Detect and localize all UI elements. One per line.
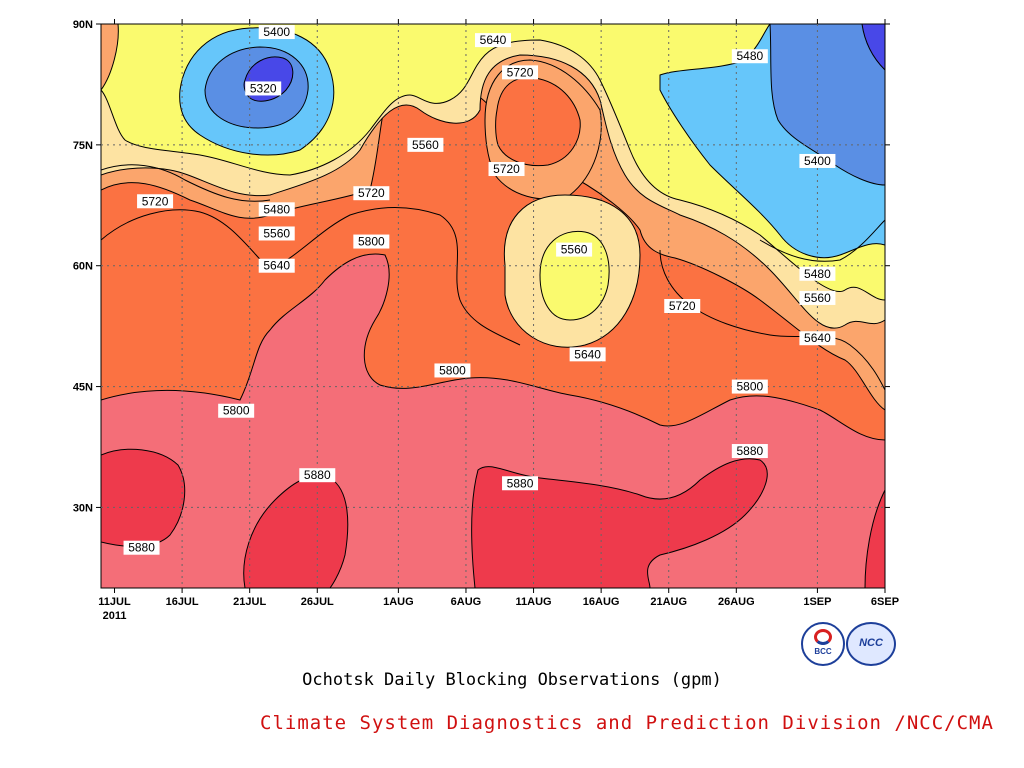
contour-label: 5720 — [358, 186, 385, 200]
x-tick-label: 21AUG — [650, 596, 687, 608]
y-tick-label: 75N — [73, 140, 93, 152]
x-tick-label: 1SEP — [803, 596, 831, 608]
fill-5960-sw — [101, 448, 186, 547]
contour-label-bg — [258, 226, 295, 241]
contour-labels: 5400 5320 5480 5560 5640 5720 5720 5560 5800 5640… — [123, 25, 836, 555]
grid — [101, 24, 885, 588]
contour-label-bg — [299, 468, 336, 483]
contour-label: 5560 — [412, 138, 439, 152]
y-tick-label: 90N — [73, 19, 93, 31]
contour-label: 5560 — [263, 226, 290, 240]
bcc-logo-text: BCC — [814, 647, 832, 656]
fill-5960-aug — [471, 458, 768, 588]
contour-label: 5640 — [480, 33, 507, 47]
fill-5400-ne — [769, 24, 885, 186]
contour-label-bg — [731, 379, 768, 394]
contour-label: 5800 — [736, 380, 763, 394]
x-year-label: 2011 — [103, 610, 127, 622]
contour-label-bg — [475, 33, 511, 48]
chart-title: Ochotsk Daily Blocking Observations (gpm… — [302, 670, 722, 690]
contour-label-bg — [569, 347, 606, 362]
x-tick-label: 11AUG — [516, 596, 552, 608]
fill-5720-edge — [101, 24, 119, 91]
contour-5560-right — [759, 219, 885, 262]
x-tick-label: 26JUL — [301, 596, 334, 608]
contour-label: 5880 — [128, 541, 155, 555]
x-tick-label: 11JUL — [98, 596, 131, 608]
contour-label-bg — [488, 162, 525, 177]
plot-frame — [100, 23, 886, 589]
contour-label-bg — [664, 299, 701, 313]
contour-label: 5400 — [263, 25, 290, 39]
y-tick-label: 45N — [73, 382, 93, 394]
contour-label-bg — [258, 258, 295, 273]
axes: 11JUL 16JUL 21JUL 26JUL 1AUG 6AUG 11AUG 16AUG 21… — [73, 19, 899, 622]
contour-label-bg — [407, 137, 444, 152]
bcc-emblem-icon — [814, 629, 832, 645]
contour-label-bg — [245, 81, 282, 96]
contour-label-bg — [556, 242, 593, 257]
contour-5720-ul — [101, 164, 271, 202]
contour-label: 5560 — [804, 291, 831, 305]
fill-5320-ne — [861, 24, 885, 71]
contour-label: 5640 — [263, 259, 290, 273]
x-tick-label: 21JUL — [233, 596, 266, 608]
contour-label-bg — [502, 65, 539, 80]
contour-label: 5720 — [142, 194, 169, 208]
ncc-logo: NCC — [846, 622, 896, 666]
contour-label: 5720 — [669, 299, 696, 313]
contour-label: 5480 — [804, 267, 831, 281]
contour-label: 5560 — [561, 243, 588, 257]
contour-label-bg — [137, 194, 174, 209]
x-tick-label: 1AUG — [383, 596, 414, 608]
x-tick-label: 6AUG — [451, 596, 482, 608]
x-tick-label: 16JUL — [166, 596, 199, 608]
contour-label-bg — [799, 331, 836, 346]
contour-label-bg — [353, 234, 390, 249]
contour-label-bg — [353, 186, 390, 201]
x-tick-label: 26AUG — [718, 596, 755, 608]
contour-label-bg — [731, 49, 768, 64]
contour-label: 5800 — [439, 363, 466, 377]
contour-label-bg — [502, 476, 539, 491]
contour-label-bg — [434, 363, 471, 378]
contour-5800-left — [101, 207, 521, 346]
y-tick-label: 30N — [73, 502, 93, 514]
contour-label-bg — [731, 444, 768, 459]
contour-label: 5800 — [358, 235, 385, 249]
contour-label: 5640 — [804, 331, 831, 345]
contour-label: 5880 — [304, 468, 331, 482]
contour-label-bg — [258, 202, 295, 217]
contour-label-bg — [218, 403, 255, 418]
contour-label-bg — [258, 25, 295, 40]
x-tick-label: 16AUG — [583, 596, 620, 608]
contour-chart: 11JUL 16JUL 21JUL 26JUL 1AUG 6AUG 11AUG 16AUG 21… — [73, 19, 899, 622]
contour-label-bg — [799, 290, 836, 305]
contour-label: 5640 — [574, 347, 601, 361]
credit-line: Climate System Diagnostics and Predictio… — [260, 712, 994, 734]
x-tick-label: 6SEP — [871, 596, 899, 608]
contour-5720-right — [659, 249, 885, 391]
bcc-logo: BCC — [801, 622, 845, 666]
contour-label-bg — [123, 540, 160, 555]
contour-label: 5880 — [736, 444, 763, 458]
contour-label: 5880 — [507, 476, 534, 490]
ncc-logo-text: NCC — [859, 637, 883, 649]
contour-label: 5720 — [507, 65, 534, 79]
contour-label: 5480 — [736, 49, 763, 63]
y-tick-label: 60N — [73, 261, 93, 273]
contour-label: 5720 — [493, 162, 520, 176]
contour-label: 5400 — [804, 154, 831, 168]
contour-label: 5480 — [263, 202, 290, 216]
contour-label: 5320 — [250, 81, 277, 95]
contour-label-bg — [799, 266, 836, 281]
contour-label-bg — [799, 153, 836, 168]
contour-label: 5800 — [223, 404, 250, 418]
